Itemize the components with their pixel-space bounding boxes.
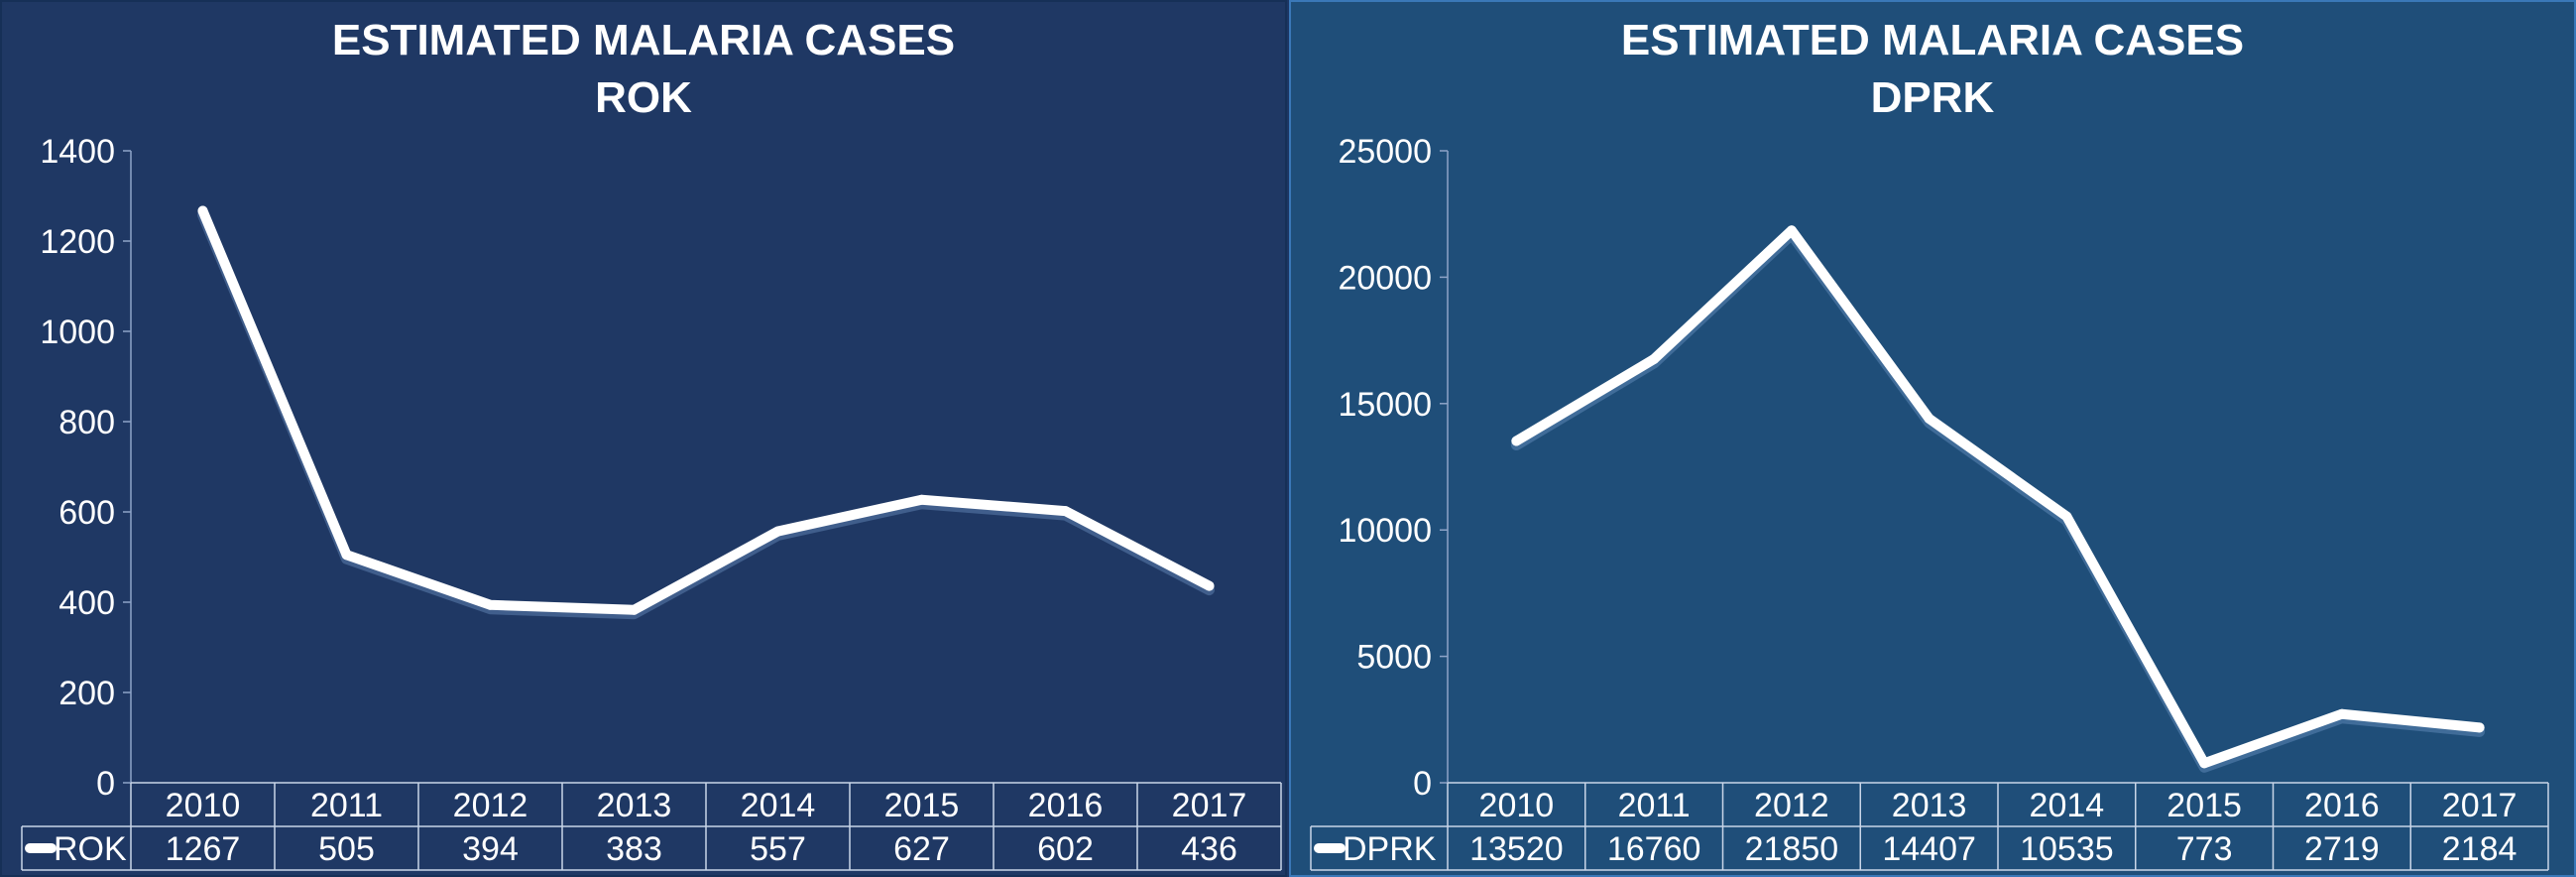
chart-subtitle-line: DPRK bbox=[1870, 73, 1995, 122]
x-tick-label: 2011 bbox=[1618, 787, 1691, 824]
series-line-rok bbox=[197, 205, 1215, 615]
y-tick-label: 1200 bbox=[40, 223, 115, 261]
x-tick-label: 2015 bbox=[884, 787, 960, 824]
y-tick-label: 0 bbox=[1413, 765, 1432, 803]
y-tick-label: 800 bbox=[59, 404, 115, 441]
x-tick-label: 2015 bbox=[2166, 787, 2242, 824]
legend-label: ROK bbox=[54, 830, 127, 868]
data-point bbox=[197, 205, 208, 216]
data-table-value: 557 bbox=[750, 830, 806, 868]
y-tick-label: 400 bbox=[59, 584, 115, 622]
data-point bbox=[1511, 436, 1522, 446]
chart-plot-rok: 0 200 400 600 800 1000 1200 1400 2010 2011 2012 201… bbox=[21, 133, 1282, 871]
chart-subtitle-line: ROK bbox=[595, 73, 692, 122]
chart-title-dprk: ESTIMATED MALARIA CASES DPRK bbox=[1291, 12, 2574, 127]
y-tick-label: 10000 bbox=[1338, 512, 1432, 550]
data-table-value: 627 bbox=[893, 830, 950, 868]
y-tick-label: 200 bbox=[59, 675, 115, 712]
series-line-dprk bbox=[1511, 225, 2485, 769]
data-point bbox=[2336, 708, 2347, 719]
y-tick-label: 20000 bbox=[1338, 259, 1432, 297]
y-tick-label: 0 bbox=[96, 765, 115, 803]
chart-title-line: ESTIMATED MALARIA CASES bbox=[331, 16, 956, 64]
x-tick-label: 2010 bbox=[166, 787, 241, 824]
data-point bbox=[2199, 758, 2210, 769]
series-line-shadow bbox=[1510, 228, 2486, 773]
data-point bbox=[1924, 413, 1934, 424]
data-table-value: 13520 bbox=[1469, 830, 1564, 868]
x-tick-label: 2013 bbox=[1892, 787, 1967, 824]
data-table-value: 394 bbox=[462, 830, 519, 868]
data-table-value: 1267 bbox=[166, 830, 241, 868]
x-tick-label: 2010 bbox=[1479, 787, 1555, 824]
chart-panel-dprk: ESTIMATED MALARIA CASES DPRK 0 5000 10000 1… bbox=[1289, 0, 2576, 877]
y-tick-label: 600 bbox=[59, 494, 115, 532]
x-tick-label: 2012 bbox=[453, 787, 528, 824]
x-tick-label: 2011 bbox=[310, 787, 383, 824]
data-point bbox=[916, 494, 927, 505]
y-tick-label: 1400 bbox=[40, 133, 115, 171]
y-tick-label: 1000 bbox=[40, 313, 115, 351]
data-table-value: 773 bbox=[2176, 830, 2233, 868]
data-table-value: 602 bbox=[1037, 830, 1094, 868]
data-point bbox=[772, 526, 783, 537]
x-tick-label: 2017 bbox=[2442, 787, 2517, 824]
x-tick-label: 2012 bbox=[1754, 787, 1829, 824]
x-tick-label: 2017 bbox=[1172, 787, 1247, 824]
chart-plot-dprk: 0 5000 10000 15000 20000 25000 2010 2011 2012 201… bbox=[1310, 133, 2549, 871]
data-table-value: 10535 bbox=[2020, 830, 2114, 868]
data-table-value: 383 bbox=[606, 830, 662, 868]
chart-title-rok: ESTIMATED MALARIA CASES ROK bbox=[2, 12, 1285, 127]
data-point bbox=[1649, 353, 1660, 364]
legend-label: DPRK bbox=[1343, 830, 1437, 868]
data-point bbox=[629, 604, 640, 615]
data-point bbox=[1060, 506, 1071, 517]
x-tick-label: 2013 bbox=[597, 787, 672, 824]
data-table-value: 21850 bbox=[1745, 830, 1839, 868]
chart-title-line: ESTIMATED MALARIA CASES bbox=[1620, 16, 2245, 64]
x-tick-label: 2016 bbox=[2304, 787, 2380, 824]
data-point bbox=[1786, 225, 1797, 236]
chart-panel-rok: ESTIMATED MALARIA CASES ROK 0 200 400 600 80… bbox=[0, 0, 1287, 877]
x-tick-label: 2016 bbox=[1028, 787, 1104, 824]
y-tick-label: 25000 bbox=[1338, 133, 1432, 171]
data-point bbox=[341, 550, 352, 561]
data-table-value: 2184 bbox=[2442, 830, 2517, 868]
data-point bbox=[2061, 511, 2072, 522]
data-point bbox=[1204, 580, 1215, 591]
data-point bbox=[485, 599, 496, 610]
data-table-value: 16760 bbox=[1607, 830, 1701, 868]
data-table-value: 505 bbox=[318, 830, 375, 868]
y-tick-label: 15000 bbox=[1338, 386, 1432, 424]
y-tick-label: 5000 bbox=[1356, 639, 1432, 677]
data-table-value: 2719 bbox=[2304, 830, 2380, 868]
x-tick-label: 2014 bbox=[741, 787, 816, 824]
data-table-value: 436 bbox=[1181, 830, 1237, 868]
data-table-value: 14407 bbox=[1882, 830, 1976, 868]
x-tick-label: 2014 bbox=[2030, 787, 2105, 824]
data-point bbox=[2474, 722, 2485, 733]
